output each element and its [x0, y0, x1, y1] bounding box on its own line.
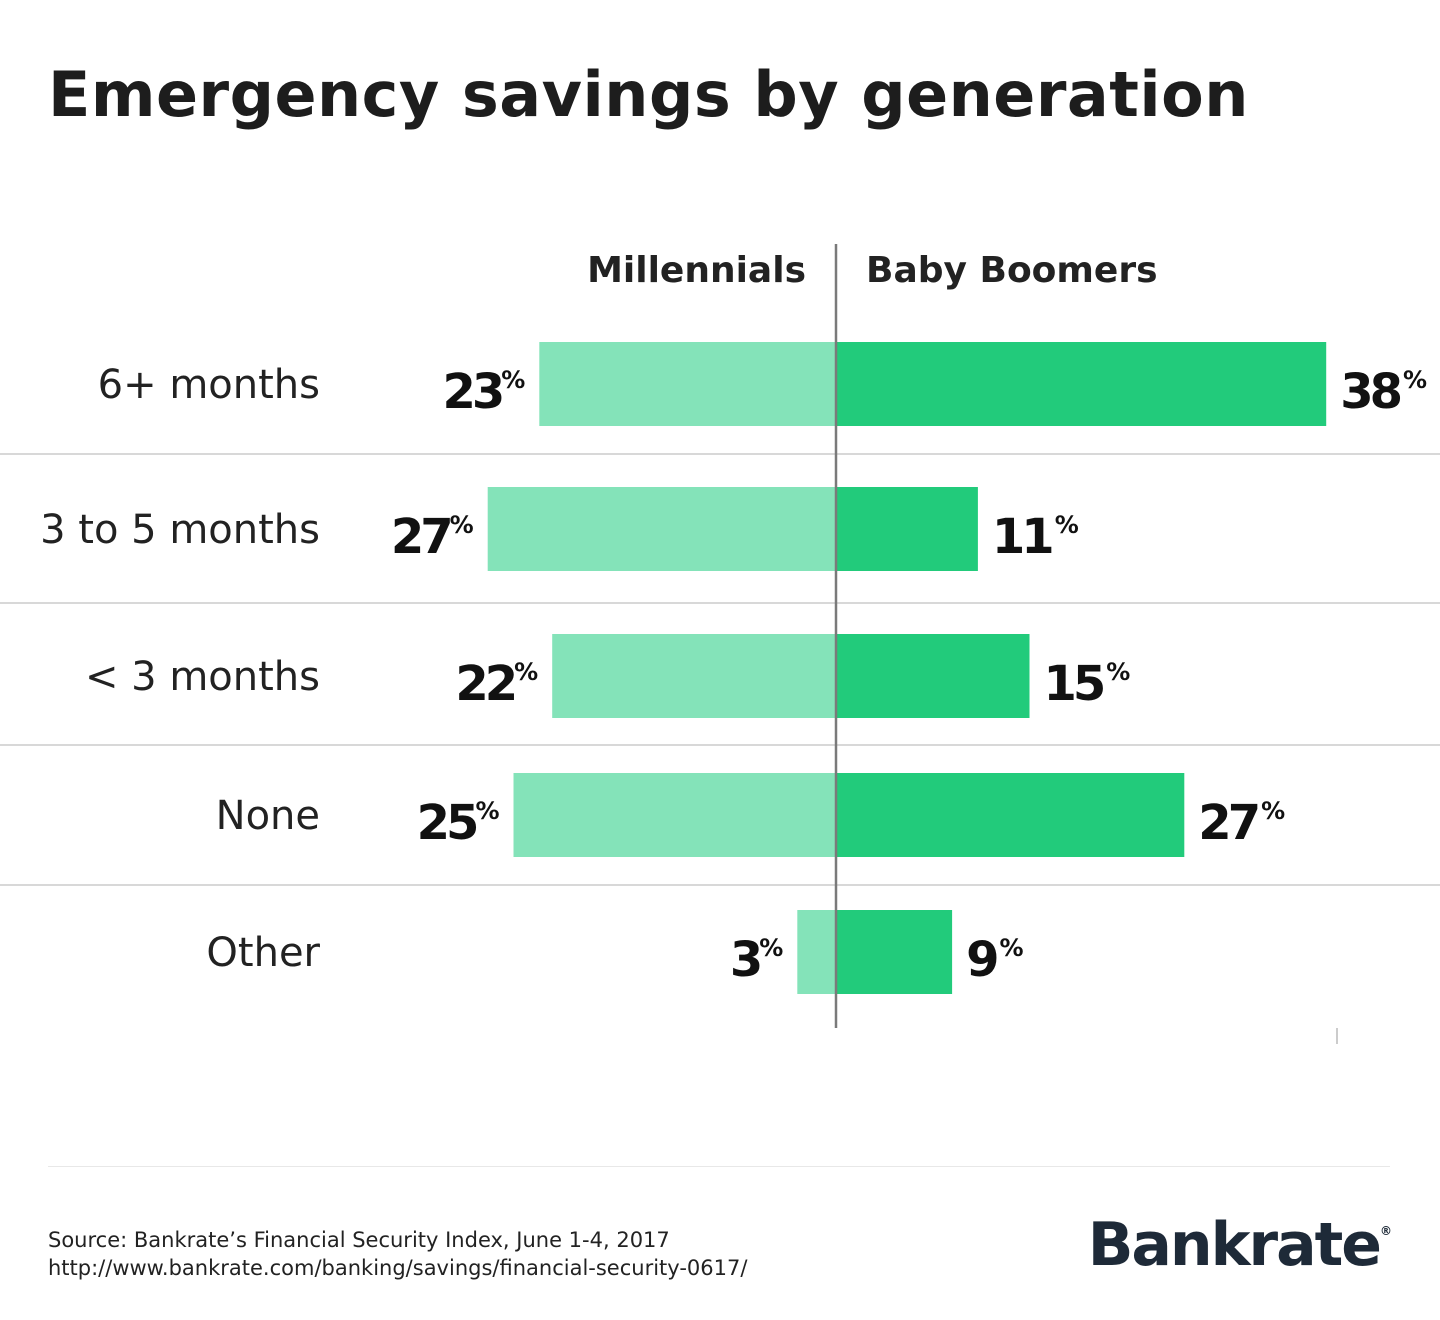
bar-millennials-other	[797, 910, 836, 994]
logo-text: Bankrate	[1087, 1210, 1382, 1280]
bar-millennials-6-months	[539, 342, 836, 426]
chart-title: Emergency savings by generation	[48, 58, 1249, 131]
value-label-baby-boomers-3-months: 15%	[1044, 656, 1131, 712]
bar-millennials-none	[513, 773, 836, 857]
diverging-bar-chart: Millennials Baby Boomers 6+ months 23% 38 % 3 …	[0, 244, 1440, 1044]
footer-divider	[48, 1166, 1390, 1167]
series-label-millennials: Millennials	[587, 250, 806, 291]
value-label-millennials-3-to-5-months: 27%	[391, 509, 474, 565]
bar-baby-boomers-3-months	[836, 634, 1030, 718]
series-label-baby-boomers: Baby Boomers	[866, 250, 1158, 291]
source-url: http://www.bankrate.com/banking/savings/…	[48, 1256, 748, 1280]
value-label-millennials-6-months: 23%	[442, 364, 525, 420]
category-label-6-months: 6+ months	[98, 362, 320, 408]
source-text: Source: Bankrate’s Financial Security In…	[48, 1228, 670, 1252]
bar-baby-boomers-6-months	[836, 342, 1327, 426]
bar-baby-boomers-none	[836, 773, 1185, 857]
registered-mark: ®	[1380, 1224, 1392, 1238]
value-label-millennials-other: 3%	[730, 932, 783, 988]
bar-baby-boomers-other	[836, 910, 953, 994]
category-label-none: None	[216, 793, 320, 839]
bar-millennials-3-to-5-months	[487, 487, 836, 571]
value-label-baby-boomers-other: 9%	[966, 932, 1023, 988]
category-label-3-months: < 3 months	[85, 654, 320, 700]
value-label-millennials-3-months: 22%	[455, 656, 538, 712]
bar-millennials-3-months	[552, 634, 836, 718]
category-label-3-to-5-months: 3 to 5 months	[40, 507, 320, 553]
value-label-baby-boomers-6-months: 38%	[1340, 364, 1427, 420]
bankrate-logo: Bankrate®	[1088, 1210, 1392, 1280]
category-label-other: Other	[206, 930, 320, 976]
bar-baby-boomers-3-to-5-months	[836, 487, 978, 571]
value-label-baby-boomers-3-to-5-months: 11%	[992, 509, 1079, 565]
value-label-millennials-none: 25%	[417, 795, 500, 851]
value-label-baby-boomers-none: 27%	[1198, 795, 1285, 851]
